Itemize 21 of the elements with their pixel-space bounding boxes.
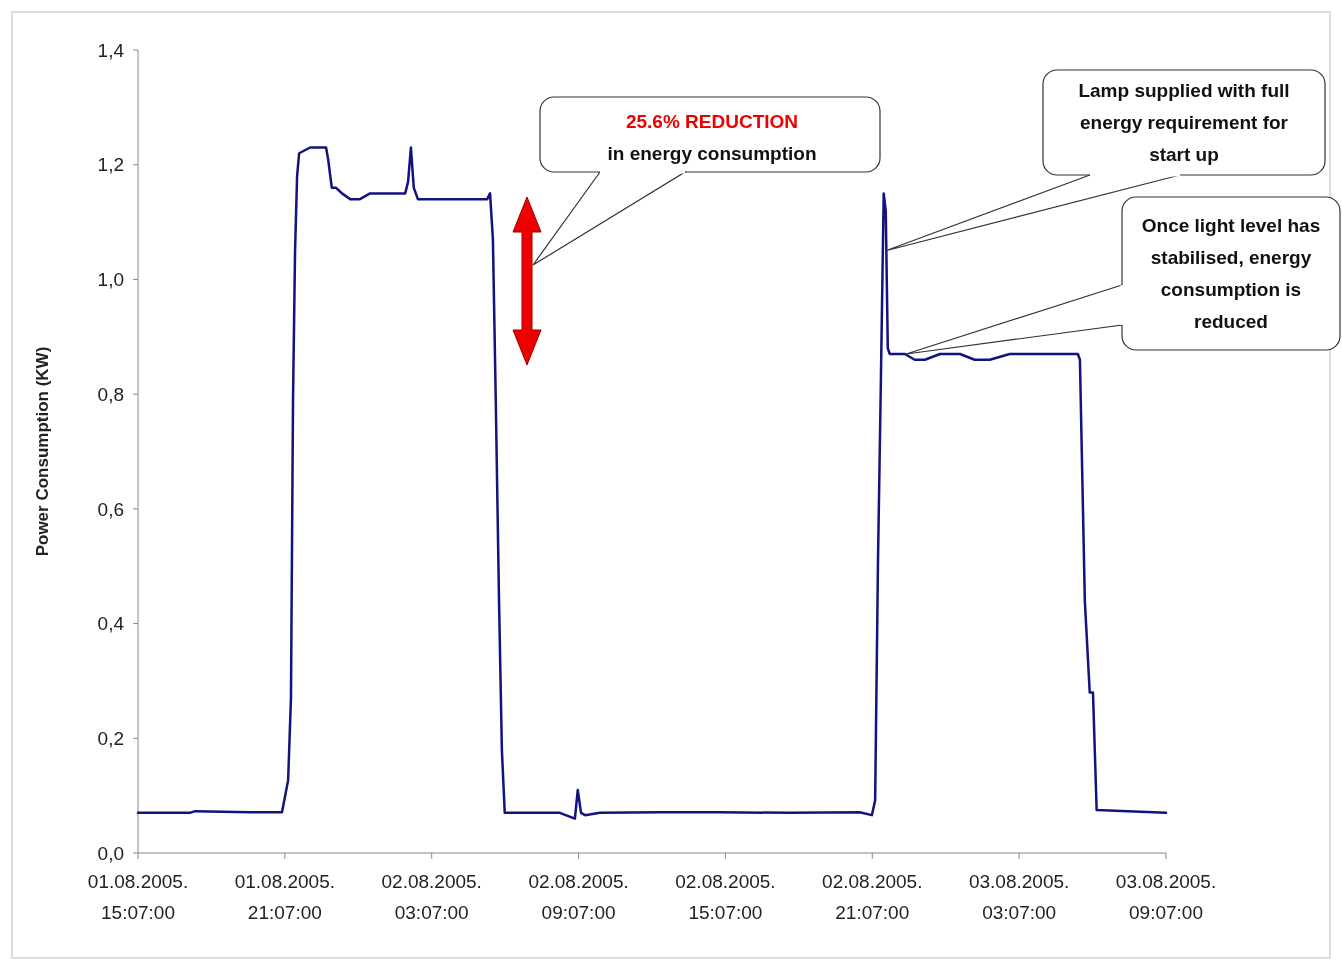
y-tick-label: 1,4 [97, 39, 125, 61]
annotation: Once light level has stabilised, energy consumption is reduced [1141, 215, 1321, 333]
x-tick-label: 01.08.2005. 21:07:00 [234, 871, 336, 923]
y-tick-label: 1,0 [97, 269, 124, 291]
x-tick-label: 02.08.2005. 03:07:00 [381, 871, 482, 923]
x-tick-label: 02.08.2005. 21:07:00 [822, 871, 923, 923]
x-tick-label: 03.08.2005. 03:07:00 [968, 871, 1070, 923]
annotation: in energy consumption [607, 143, 817, 164]
y-tick-label: 0,2 [97, 727, 124, 749]
annotation: 25.6% REDUCTION [625, 111, 799, 132]
y-tick-label: 0,0 [97, 842, 124, 864]
x-tick-label: 02.08.2005. 09:07:00 [528, 871, 629, 923]
y-tick-label: 0,6 [97, 498, 124, 520]
x-tick-label: 02.08.2005. 15:07:00 [675, 871, 776, 923]
y-tick-label: 0,8 [97, 383, 124, 405]
x-tick-label: 01.08.2005. 15:07:00 [87, 871, 189, 923]
y-tick-label: 1,2 [97, 154, 124, 176]
annotation: Lamp supplied with full energy requirement for start up [1078, 80, 1290, 166]
y-axis-title: Power Consumption (KW) [33, 346, 52, 557]
x-tick-label: 03.08.2005. 09:07:00 [1115, 871, 1217, 923]
y-tick-label: 0,4 [97, 613, 125, 635]
